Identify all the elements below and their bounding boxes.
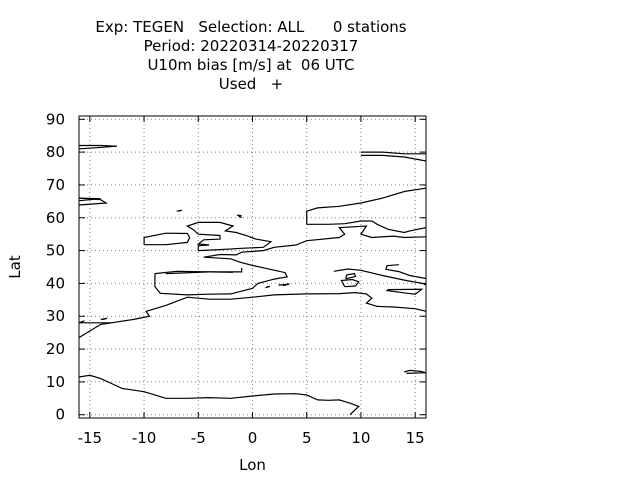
x-tick-label: -10	[132, 429, 157, 447]
x-tick-label: 5	[302, 429, 312, 447]
axis-ticks	[79, 116, 426, 418]
x-tick-label: 15	[406, 429, 425, 447]
coastline-segment	[100, 317, 108, 321]
coastline-segment	[236, 214, 243, 219]
y-tick-label: 30	[46, 307, 65, 325]
y-tick-label: 40	[46, 274, 65, 292]
x-tick-label: 10	[351, 429, 370, 447]
coastline-segment	[79, 320, 112, 324]
coastlines	[79, 144, 426, 416]
x-axis-label: Lon	[239, 456, 266, 474]
y-tick-label: 10	[46, 373, 65, 391]
grid-lines	[79, 116, 426, 418]
coastline-segment	[79, 374, 360, 416]
coastline-segment	[385, 288, 424, 295]
y-tick-label: 90	[46, 110, 65, 128]
coastline-segment	[79, 144, 118, 150]
coastline-segment	[143, 232, 191, 246]
coastline-segment	[306, 187, 426, 225]
x-tick-label: -15	[78, 429, 103, 447]
coastline-segment	[404, 369, 426, 374]
coastline-segment	[385, 264, 426, 280]
y-tick-label: 70	[46, 176, 65, 194]
coastline-segment	[278, 283, 290, 287]
x-tick-label: 0	[248, 429, 258, 447]
y-tick-label: 50	[46, 242, 65, 260]
coastline-segment	[176, 209, 183, 212]
plot-legend-used: Used +	[218, 75, 284, 93]
coastline-segment	[306, 220, 372, 225]
plot-title-variable: U10m bias [m/s] at 06 UTC	[147, 56, 355, 74]
plot-title-period: Period: 20220314-20220317	[143, 37, 359, 55]
coastline-segment	[333, 268, 426, 286]
coastline-segment	[340, 278, 360, 288]
coastline-segment	[165, 268, 243, 275]
coastline-segment	[345, 272, 357, 280]
x-tick-label: -5	[191, 429, 206, 447]
coastline-segment	[265, 285, 271, 289]
coastline-segment	[79, 197, 109, 206]
coastline-segment	[360, 151, 426, 155]
coastline-segment	[154, 225, 426, 296]
coastline-segment	[185, 221, 273, 252]
axis-tick-labels: -15 -10 -5 0 5 10 15 0 10 20 30 40 50 60 70 80 90	[46, 110, 425, 447]
y-tick-label: 0	[55, 406, 65, 424]
coastline-segment	[79, 291, 426, 339]
y-tick-label: 80	[46, 143, 65, 161]
plot-title-experiment: Exp: TEGEN Selection: ALL 0 stations	[95, 18, 407, 36]
y-tick-label: 20	[46, 340, 65, 358]
y-axis-label: Lat	[6, 255, 24, 279]
coastline-segment	[360, 154, 426, 162]
y-tick-label: 60	[46, 209, 65, 227]
coastline-segment	[371, 220, 426, 234]
